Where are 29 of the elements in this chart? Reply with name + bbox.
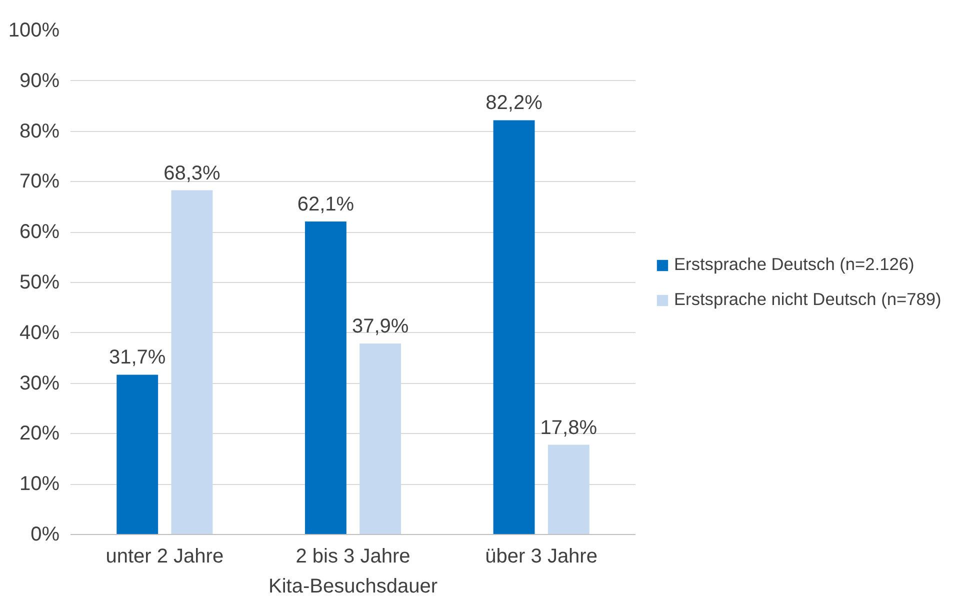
data-label: 82,2%	[486, 92, 543, 114]
y-tick-label: 30%	[19, 372, 60, 394]
y-tick-label: 40%	[19, 322, 60, 344]
bar	[171, 190, 213, 534]
y-tick-label: 100%	[8, 20, 60, 42]
x-axis-title: Kita-Besuchsdauer	[268, 576, 438, 598]
bar	[548, 444, 590, 534]
y-tick-label: 50%	[19, 272, 60, 294]
y-tick-label: 60%	[19, 221, 60, 244]
legend-label: Erstsprache Deutsch (n=2.126)	[674, 254, 914, 275]
y-tick-label: 20%	[19, 422, 60, 445]
data-label: 37,9%	[352, 315, 409, 338]
bar	[304, 222, 346, 534]
data-label: 31,7%	[109, 346, 166, 369]
y-tick-label: 10%	[19, 473, 60, 496]
data-label: 17,8%	[540, 416, 598, 439]
data-label: 68,3%	[164, 162, 221, 184]
y-tick-label: 0%	[30, 524, 60, 546]
y-tick-label: 70%	[19, 170, 60, 193]
bar	[493, 120, 535, 534]
x-tick-label: über 3 Jahre	[485, 546, 598, 568]
x-tick-label: 2 bis 3 Jahre	[296, 546, 410, 568]
x-tick-label: unter 2 Jahre	[106, 546, 224, 568]
y-tick-label: 90%	[19, 70, 60, 92]
data-label: 62,1%	[297, 194, 354, 216]
bar	[116, 374, 158, 534]
legend-label: Erstsprache nicht Deutsch (n=789)	[674, 289, 942, 310]
y-tick-label: 80%	[19, 120, 60, 142]
bar	[360, 343, 402, 534]
